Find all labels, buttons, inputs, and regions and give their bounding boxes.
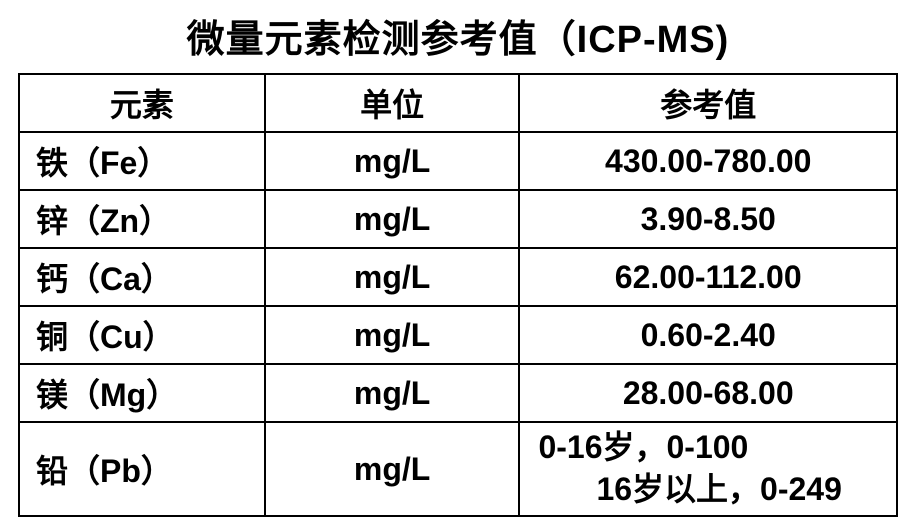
reference-table: 元素 单位 参考值 铁（Fe） mg/L 430.00-780.00 锌（Zn）… <box>18 73 898 517</box>
cell-unit: mg/L <box>265 364 520 422</box>
cell-unit: mg/L <box>265 132 520 190</box>
header-ref: 参考值 <box>519 74 897 132</box>
ref-line2: 16岁以上，0-249 <box>538 469 896 511</box>
cell-ref: 3.90-8.50 <box>519 190 897 248</box>
cell-element: 铜（Cu） <box>19 306 265 364</box>
table-row: 铁（Fe） mg/L 430.00-780.00 <box>19 132 897 190</box>
ref-line1: 0-16岁，0-100 <box>538 427 896 469</box>
table-row: 锌（Zn） mg/L 3.90-8.50 <box>19 190 897 248</box>
table-container: 微量元素检测参考值（ICP-MS) 元素 单位 参考值 铁（Fe） mg/L 4… <box>0 0 916 517</box>
cell-element: 铁（Fe） <box>19 132 265 190</box>
cell-element: 钙（Ca） <box>19 248 265 306</box>
header-unit: 单位 <box>265 74 520 132</box>
cell-ref: 430.00-780.00 <box>519 132 897 190</box>
table-row: 铜（Cu） mg/L 0.60-2.40 <box>19 306 897 364</box>
cell-ref: 0.60-2.40 <box>519 306 897 364</box>
page-title: 微量元素检测参考值（ICP-MS) <box>18 8 898 63</box>
table-row: 镁（Mg） mg/L 28.00-68.00 <box>19 364 897 422</box>
cell-element: 锌（Zn） <box>19 190 265 248</box>
table-row: 钙（Ca） mg/L 62.00-112.00 <box>19 248 897 306</box>
cell-ref: 62.00-112.00 <box>519 248 897 306</box>
header-element: 元素 <box>19 74 265 132</box>
cell-element: 镁（Mg） <box>19 364 265 422</box>
table-header-row: 元素 单位 参考值 <box>19 74 897 132</box>
cell-unit: mg/L <box>265 190 520 248</box>
cell-unit: mg/L <box>265 306 520 364</box>
cell-ref: 28.00-68.00 <box>519 364 897 422</box>
cell-unit: mg/L <box>265 248 520 306</box>
